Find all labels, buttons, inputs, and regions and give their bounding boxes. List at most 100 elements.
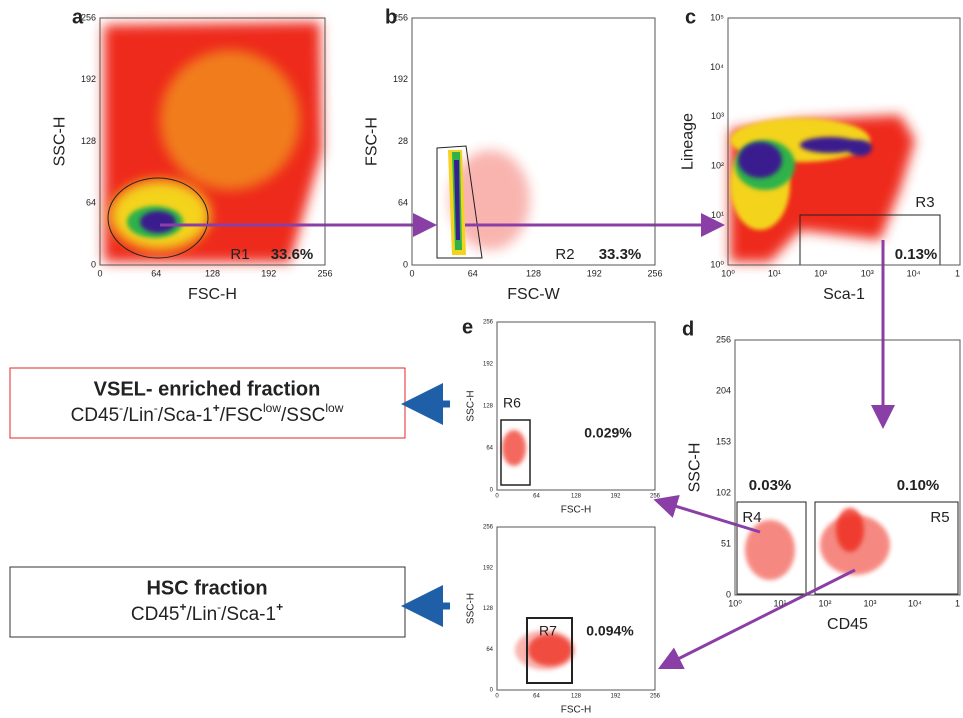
y-tick-label: 10⁵: [710, 12, 724, 22]
x-tick-label: 128: [526, 268, 541, 278]
y-tick-label: 128: [483, 606, 494, 612]
x-tick-label: 64: [533, 694, 540, 700]
density-c: [730, 115, 915, 262]
panel-letter: e: [462, 316, 473, 338]
gate: [736, 501, 807, 595]
subtitle-part: CD45: [131, 604, 180, 625]
y-tick-label: 192: [81, 74, 96, 84]
gate-name: R1: [230, 246, 249, 263]
gate-percent: 0.10%: [897, 477, 940, 494]
gate-percent: 0.094%: [586, 623, 634, 639]
y-tick-label: 0: [726, 589, 731, 599]
panel-letter: b: [385, 6, 397, 28]
gate-name: R5: [930, 509, 949, 526]
x-tick-label: 128: [205, 268, 220, 278]
y-tick-label: 10³: [711, 111, 724, 121]
y-tick-label: 256: [716, 334, 731, 344]
x-tick-label: 256: [650, 494, 661, 500]
y-tick-label: 256: [393, 12, 408, 22]
y-axis-label: SSC-H: [466, 593, 477, 624]
subtitle-part: +: [276, 600, 283, 614]
x-tick-label: 192: [610, 494, 621, 500]
x-axis-label: Sca-1: [823, 286, 865, 303]
y-tick-label: 102: [716, 487, 731, 497]
gate: [500, 419, 531, 486]
x-tick-label: 64: [468, 268, 478, 278]
box-title: HSC fraction: [146, 577, 267, 599]
box-subtitle: CD45-/Lin-/Sca-1+/FSClow/SSClow: [71, 401, 344, 426]
y-tick-label: 10⁴: [710, 62, 724, 72]
box-subtitle: CD45+/Lin-/Sca-1+: [131, 600, 283, 625]
plot-frame: [496, 321, 656, 491]
y-tick-label: 192: [483, 565, 494, 571]
x-tick-label: 192: [261, 268, 276, 278]
subtitle-part: /FSC: [220, 405, 263, 426]
y-tick-label: 64: [486, 647, 493, 653]
x-tick-label: 64: [151, 268, 161, 278]
x-tick-label: 10²: [818, 598, 831, 608]
y-tick-label: 0: [403, 259, 408, 269]
y-tick-label: 0: [490, 488, 494, 494]
y-tick-label: 10⁰: [710, 259, 724, 269]
density-e: [502, 430, 526, 466]
gate-percent: 0.029%: [584, 425, 632, 441]
gate: [814, 501, 959, 595]
x-tick-label: 0: [409, 268, 414, 278]
gate-percent: 33.3%: [599, 246, 642, 263]
density-d: [745, 508, 890, 580]
plot-frame: [734, 339, 961, 596]
hsc-box: [9, 566, 406, 638]
gate-name: R4: [742, 509, 761, 526]
density-a: [104, 22, 322, 262]
x-tick-label: 10¹: [768, 268, 781, 278]
x-tick-label: 64: [533, 494, 540, 500]
x-axis-label: FSC-H: [188, 286, 237, 303]
y-axis-label: FSC-H: [363, 117, 380, 166]
x-tick-label: 10⁴: [908, 598, 922, 608]
y-tick-label: 51: [721, 538, 731, 548]
y-tick-label: 256: [483, 525, 494, 531]
subtitle-part: /Lin: [123, 405, 154, 426]
x-tick-label: 10⁴: [907, 268, 921, 278]
gate-name: R2: [555, 246, 574, 263]
subtitle-part: CD45: [71, 405, 120, 426]
y-tick-label: 10²: [711, 161, 724, 171]
panel-letter: a: [72, 6, 84, 28]
y-tick-label: 64: [86, 198, 96, 208]
plot-frame: [411, 17, 656, 266]
density-f: [515, 630, 575, 670]
arrows: [160, 213, 895, 670]
gate-name: R3: [915, 194, 934, 211]
subtitle-part: -: [154, 401, 158, 415]
box-title: VSEL- enriched fraction: [94, 378, 321, 400]
y-tick-label: 192: [393, 74, 408, 84]
subtitle-part: -: [119, 401, 123, 415]
y-tick-label: 128: [81, 136, 96, 146]
y-tick-label: 28: [398, 136, 408, 146]
subtitle-part: /Lin: [187, 604, 218, 625]
x-tick-label: 256: [317, 268, 332, 278]
x-tick-label: 1: [955, 268, 960, 278]
subtitle-part: /Sca-1: [221, 604, 276, 625]
y-tick-label: 128: [483, 404, 494, 410]
x-tick-label: 1: [955, 598, 960, 608]
y-tick-label: 10¹: [711, 210, 724, 220]
y-axis-label: Lineage: [679, 113, 696, 170]
gate-percent: 0.03%: [749, 477, 792, 494]
subtitle-part: +: [179, 600, 186, 614]
gate-name: R6: [503, 395, 521, 411]
gate: [436, 145, 483, 259]
x-axis-label: CD45: [827, 616, 868, 633]
y-tick-label: 0: [91, 259, 96, 269]
y-axis-label: SSC-H: [51, 117, 68, 167]
plot-frame: [496, 526, 656, 691]
gate-percent: 33.6%: [271, 246, 314, 263]
x-tick-label: 256: [650, 694, 661, 700]
x-tick-label: 0: [97, 268, 102, 278]
plot-frame: [727, 17, 961, 266]
subtitle-part: /SSC: [281, 405, 325, 426]
gate: [526, 617, 573, 684]
x-tick-label: 0: [495, 694, 499, 700]
y-tick-label: 256: [81, 12, 96, 22]
